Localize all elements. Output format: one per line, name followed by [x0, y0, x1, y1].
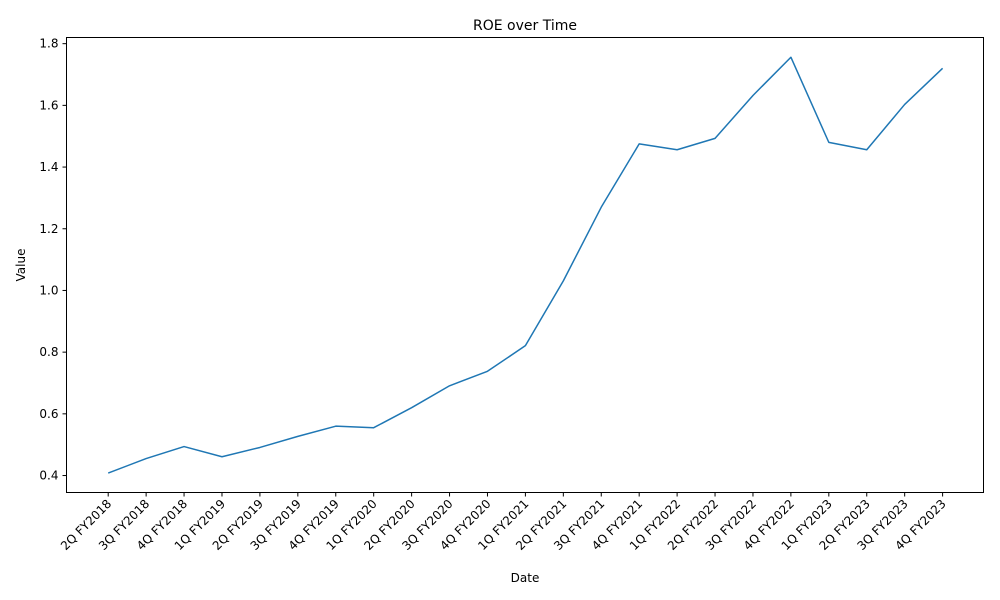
series-layer — [107, 56, 944, 474]
y-tick-label: 1.6 — [39, 98, 58, 112]
y-tick-label: 1.2 — [39, 222, 58, 236]
y-tick-label: 0.8 — [39, 345, 58, 359]
y-tick-label: 1.4 — [39, 160, 58, 174]
series-line — [107, 56, 944, 474]
y-tick-label: 1.0 — [39, 283, 58, 297]
x-axis-label: Date — [511, 571, 540, 585]
y-tick-label: 1.8 — [39, 37, 58, 51]
y-tick-label: 0.6 — [39, 407, 58, 421]
chart-title: ROE over Time — [473, 18, 577, 34]
y-axis: 0.4 0.6 0.8 1.0 1.2 1.4 1.6 1.8 — [39, 37, 67, 483]
y-axis-label: Value — [14, 249, 28, 282]
plot-area — [66, 37, 984, 493]
y-tick-label: 0.4 — [39, 469, 58, 483]
